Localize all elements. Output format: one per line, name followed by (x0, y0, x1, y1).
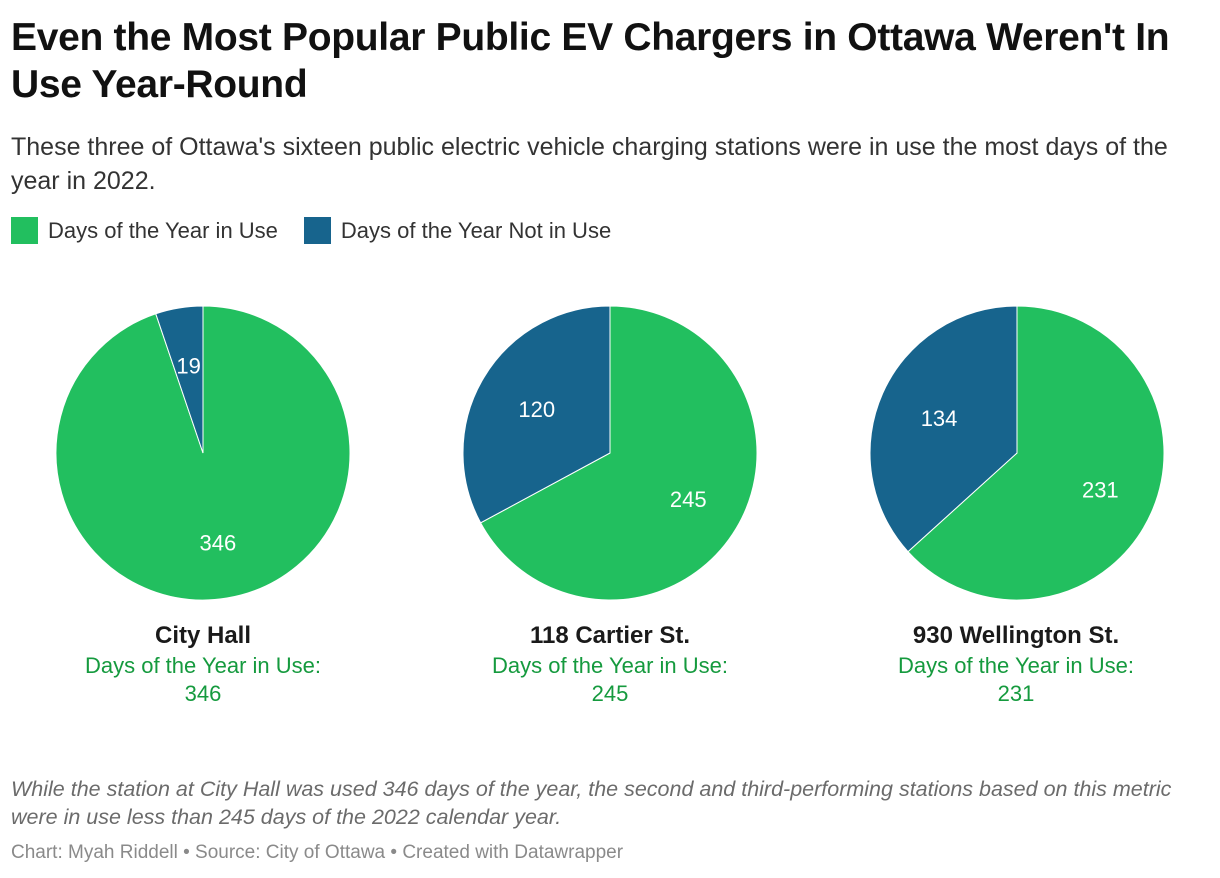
legend: Days of the Year in Use Days of the Year… (11, 217, 611, 244)
pie-slice-not-in-use-118-cartier-st (462, 305, 611, 524)
pie-slice-not-in-use-city-hall (155, 305, 204, 454)
in-use-label: Days of the Year in Use: (491, 653, 729, 678)
caption-cartier: 118 Cartier St. Days of the Year in Use:… (450, 620, 770, 708)
pie-slice-in-use-930-wellington-st (907, 305, 1165, 601)
chart-title: Even the Most Popular Public EV Chargers… (11, 16, 1170, 106)
pie-slice-not-in-use-930-wellington-st (869, 305, 1018, 553)
chart-footer: Chart: Myah Riddell • Source: City of Ot… (11, 842, 624, 863)
pie-label-not-in-use-930-wellington-st: 134 (921, 406, 958, 431)
legend-label-in-use: Days of the Year in Use (48, 217, 278, 243)
station-name: 930 Wellington St. (912, 622, 1120, 649)
in-use-value: 231 (997, 681, 1035, 706)
chart-note: While the station at City Hall was used … (11, 777, 1172, 829)
in-use-value: 346 (184, 681, 222, 706)
caption-city-hall: City Hall Days of the Year in Use: 346 (43, 620, 363, 708)
pie-label-in-use-930-wellington-st: 231 (1082, 477, 1119, 502)
legend-label-not-in-use: Days of the Year Not in Use (340, 217, 612, 243)
legend-item-in-use: Days of the Year in Use (11, 217, 278, 244)
in-use-value: 245 (591, 681, 629, 706)
pie-label-in-use-118-cartier-st: 245 (670, 487, 707, 512)
pie-label-not-in-use-118-cartier-st: 120 (518, 397, 555, 422)
chart-subtitle: These three of Ottawa's sixteen public e… (11, 133, 1168, 195)
station-name: 118 Cartier St. (529, 622, 691, 649)
caption-wellington: 930 Wellington St. Days of the Year in U… (856, 620, 1176, 708)
pie-charts: 346 19 245 120 231 134 (55, 305, 1165, 601)
legend-swatch-not-in-use (303, 217, 331, 244)
in-use-label: Days of the Year in Use: (897, 653, 1135, 678)
in-use-label: Days of the Year in Use: (84, 653, 322, 678)
legend-swatch-in-use (11, 217, 38, 244)
pie-label-in-use-city-hall: 346 (199, 530, 236, 555)
legend-item-not-in-use: Days of the Year Not in Use (303, 217, 612, 244)
pie-slice-in-use-118-cartier-st (479, 305, 758, 601)
station-name: City Hall (154, 622, 252, 649)
pie-label-not-in-use-city-hall: 19 (176, 353, 200, 378)
